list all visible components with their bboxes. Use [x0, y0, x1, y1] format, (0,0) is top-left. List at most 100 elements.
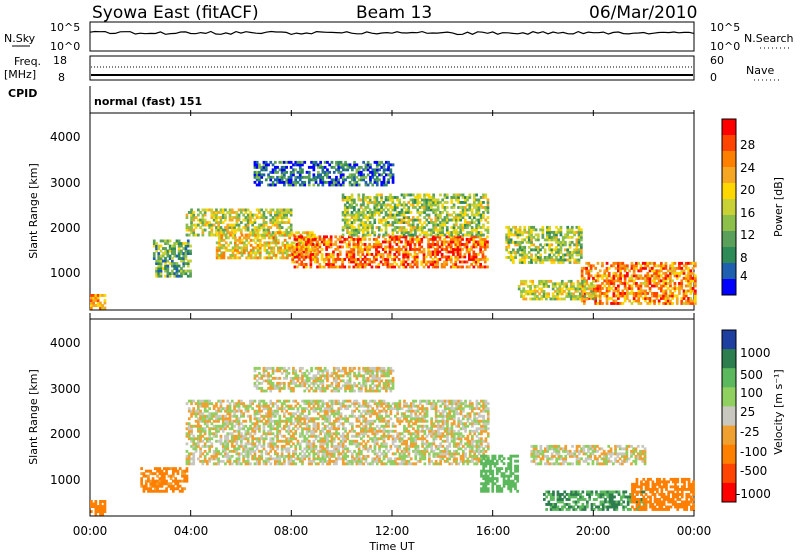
echo-cell — [101, 508, 104, 511]
echo-cell — [461, 261, 464, 264]
echo-cell — [180, 242, 183, 245]
echo-cell — [171, 270, 174, 273]
echo-cell — [173, 255, 176, 258]
echo-cell — [104, 505, 107, 508]
echo-cell — [263, 211, 266, 214]
echo-cell — [332, 261, 335, 264]
echo-cell — [522, 287, 525, 290]
echo-cell — [364, 209, 367, 212]
echo-cell — [279, 216, 282, 219]
echo-cell — [475, 246, 478, 249]
echo-cell — [247, 457, 250, 460]
echo-cell — [303, 176, 306, 179]
echo-cell — [534, 285, 537, 288]
echo-cell — [461, 243, 464, 246]
echo-cell — [653, 292, 656, 295]
echo-cell — [680, 285, 683, 288]
echo-cell — [601, 262, 604, 265]
echo-cell — [448, 219, 451, 222]
echo-cell — [233, 445, 236, 448]
echo-cell — [606, 262, 609, 265]
echo-cell — [245, 226, 248, 229]
echo-cell — [322, 405, 325, 408]
echo-cell — [186, 402, 189, 405]
echo-cell — [260, 457, 263, 460]
echo-cell — [251, 450, 254, 453]
echo-cell — [330, 243, 333, 246]
echo-cell — [351, 206, 354, 209]
echo-cell — [570, 280, 573, 283]
echo-cell — [279, 211, 282, 214]
echo-cell — [615, 262, 618, 265]
echo-cell — [364, 261, 367, 264]
echo-cell — [213, 420, 216, 423]
echo-cell — [534, 295, 537, 298]
echo-cell — [560, 256, 563, 259]
echo-cell — [199, 410, 202, 413]
echo-cell — [305, 266, 308, 269]
echo-cell — [303, 437, 306, 440]
echo-cell — [556, 282, 559, 285]
echo-cell — [581, 274, 584, 277]
echo-cell — [290, 412, 293, 415]
echo-cell — [197, 442, 200, 445]
echo-cell — [594, 290, 597, 293]
echo-cell — [403, 216, 406, 219]
echo-cell — [470, 263, 473, 266]
echo-cell — [660, 279, 663, 282]
echo-cell — [443, 261, 446, 264]
echo-cell — [326, 445, 329, 448]
echo-cell — [649, 277, 652, 280]
echo-cell — [256, 447, 259, 450]
echo-cell — [534, 287, 537, 290]
echo-cell — [185, 255, 188, 258]
echo-cell — [301, 430, 304, 433]
echo-cell — [364, 248, 367, 251]
echo-cell — [156, 490, 159, 493]
echo-cell — [286, 254, 289, 257]
echo-cell — [233, 440, 236, 443]
echo-cell — [323, 258, 326, 261]
echo-cell — [622, 264, 625, 267]
echo-cell — [172, 467, 175, 470]
echo-cell — [353, 219, 356, 222]
echo-cell — [258, 184, 261, 187]
echo-cell — [326, 412, 329, 415]
echo-cell — [389, 214, 392, 217]
echo-cell — [238, 460, 241, 463]
echo-cell — [285, 211, 288, 214]
echo-cell — [357, 263, 360, 266]
echo-cell — [351, 196, 354, 199]
echo-cell — [97, 508, 100, 511]
echo-cell — [368, 258, 371, 261]
echo-cell — [527, 285, 530, 288]
echo-cell — [269, 420, 272, 423]
echo-cell — [99, 503, 102, 506]
echo-cell — [450, 261, 453, 264]
echo-cell — [292, 163, 295, 166]
echo-cell — [195, 415, 198, 418]
echo-cell — [357, 251, 360, 254]
echo-cell — [325, 235, 328, 238]
echo-cell — [434, 238, 437, 241]
echo-cell — [459, 266, 462, 269]
echo-cell — [520, 292, 523, 295]
echo-cell — [224, 417, 227, 420]
freq-label: Freq. — [14, 55, 41, 68]
echo-cell — [337, 256, 340, 259]
echo-cell — [307, 238, 310, 241]
echo-cell — [233, 407, 236, 410]
echo-cell — [294, 248, 297, 251]
echo-cell — [272, 447, 275, 450]
echo-cell — [324, 460, 327, 463]
echo-cell — [291, 261, 294, 264]
echo-cell — [667, 295, 670, 298]
echo-cell — [192, 216, 195, 219]
echo-cell — [206, 425, 209, 428]
echo-cell — [656, 282, 659, 285]
echo-cell — [243, 249, 246, 252]
echo-cell — [461, 238, 464, 241]
echo-cell — [310, 400, 313, 403]
echo-cell — [147, 487, 150, 490]
echo-cell — [285, 440, 288, 443]
